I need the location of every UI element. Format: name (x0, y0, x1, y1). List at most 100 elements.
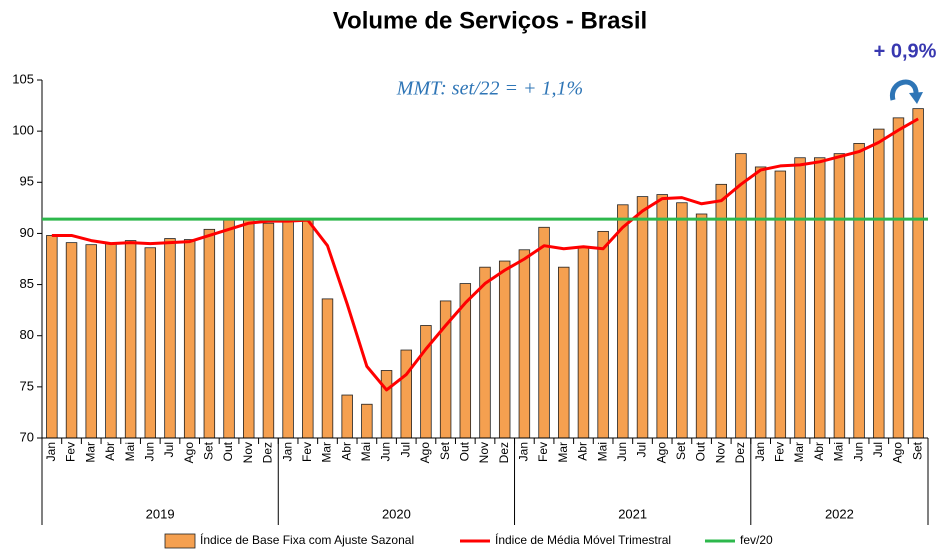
x-tick-label: Jan (517, 442, 531, 461)
bar (46, 235, 58, 439)
x-tick-label: Fev (64, 442, 78, 462)
arrow-head (909, 92, 923, 104)
y-tick-label: 70 (20, 429, 34, 444)
bar (479, 266, 491, 439)
bar (754, 166, 767, 439)
line (51, 117, 919, 392)
bar (203, 228, 216, 439)
bar (302, 218, 314, 439)
y-tick-label: 90 (20, 225, 34, 240)
x-tick-label: Dez (261, 442, 275, 463)
group-label: 2019 (146, 506, 175, 521)
bar (341, 394, 353, 439)
bar (498, 260, 511, 439)
x-tick-label: Out (221, 441, 235, 461)
annotation: + 0,9% (874, 40, 937, 62)
bar (183, 239, 196, 439)
bar (833, 153, 846, 439)
bar (676, 202, 688, 439)
bar (223, 219, 235, 439)
x-tick-label: Jan (44, 442, 58, 461)
x-tick-label: Abr (576, 442, 590, 461)
bar (518, 249, 531, 439)
x-tick-label: Nov (713, 442, 727, 463)
x-tick-label: Mar (792, 442, 806, 463)
bar (105, 243, 117, 439)
x-tick-label: Dez (497, 442, 511, 463)
x-tick-label: Mar (556, 442, 570, 463)
x-tick-label: Jul (398, 442, 412, 457)
bar (774, 170, 787, 439)
legend-label: Índice de Média Móvel Trimestral (495, 532, 671, 547)
x-tick-label: Set (674, 441, 688, 460)
bar (538, 226, 550, 439)
bar (262, 222, 275, 439)
x-tick-label: Fev (300, 442, 314, 462)
y-tick-label: 75 (20, 378, 34, 393)
x-tick-label: Jun (142, 442, 156, 461)
x-tick-label: Mai (595, 442, 609, 461)
x-tick-label: Ago (182, 442, 196, 464)
bar (282, 218, 294, 439)
bar (164, 238, 176, 439)
bar (813, 157, 826, 439)
x-tick-label: Fev (773, 442, 787, 462)
bar (794, 157, 806, 439)
bar (892, 117, 905, 439)
bar (873, 128, 885, 439)
legend-label: fev/20 (740, 533, 773, 547)
x-tick-label: Nov (477, 442, 491, 463)
x-tick-label: Jul (871, 442, 885, 457)
bar (853, 143, 865, 439)
x-tick-label: Jul (635, 442, 649, 457)
x-tick-label: Dez (733, 442, 747, 463)
y-tick-label: 100 (12, 123, 34, 138)
x-tick-label: Jan (280, 442, 294, 461)
bar (617, 204, 629, 439)
x-tick-label: Jul (162, 442, 176, 457)
legend-swatch (164, 533, 196, 549)
bar (144, 247, 157, 439)
x-tick-label: Abr (339, 442, 353, 461)
bar (656, 194, 668, 439)
x-tick-label: Mar (83, 442, 97, 463)
bar (715, 183, 727, 439)
x-tick-label: Ago (891, 442, 905, 464)
x-tick-label: Mai (359, 442, 373, 461)
bar (124, 240, 137, 439)
bar (636, 196, 649, 439)
bar (321, 298, 334, 439)
bar (577, 246, 590, 439)
group-label: 2021 (618, 506, 647, 521)
annotation: MMT: set/22 = + 1,1% (396, 78, 583, 100)
bar (380, 370, 393, 439)
x-tick-label: Mar (320, 442, 334, 463)
x-tick-label: Jan (753, 442, 767, 461)
legend-label: Índice de Base Fixa com Ajuste Sazonal (200, 532, 414, 547)
group-label: 2020 (382, 506, 411, 521)
y-tick-label: 80 (20, 327, 34, 342)
x-tick-label: Abr (812, 442, 826, 461)
x-tick-label: Ago (418, 442, 432, 464)
bar (735, 153, 747, 439)
bar (558, 266, 570, 439)
bar (400, 349, 412, 439)
bar (361, 403, 373, 439)
x-tick-label: Jun (851, 442, 865, 461)
x-tick-label: Out (457, 441, 471, 461)
bar (243, 219, 255, 439)
y-tick-label: 105 (12, 71, 34, 86)
group-label: 2022 (825, 506, 854, 521)
x-tick-label: Out (694, 441, 708, 461)
y-tick-label: 95 (20, 174, 34, 189)
x-tick-label: Mai (832, 442, 846, 461)
x-tick-label: Mai (123, 442, 137, 461)
arrow-icon (890, 79, 919, 101)
x-tick-label: Nov (241, 442, 255, 463)
bar (65, 242, 78, 439)
x-tick-label: Jun (615, 442, 629, 461)
chart-title: Volume de Serviços - Brasil (333, 7, 647, 34)
x-tick-label: Set (202, 441, 216, 460)
x-tick-label: Fev (536, 442, 550, 462)
